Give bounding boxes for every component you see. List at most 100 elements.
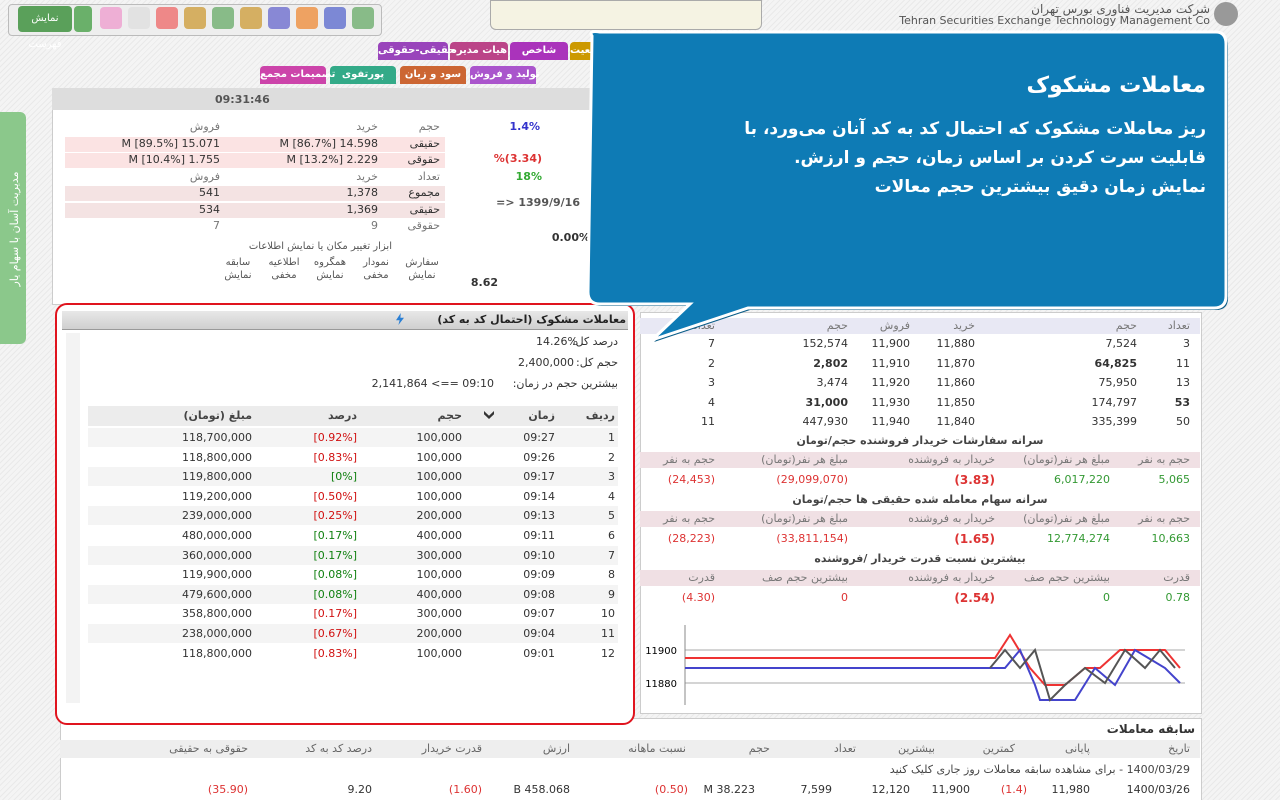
cell: [0%] <box>330 470 357 484</box>
cell: 9 <box>608 587 615 601</box>
show-list-button[interactable]: نمایش فهرست <box>18 6 72 50</box>
book-cell: 3 <box>1183 337 1190 350</box>
price-value: 18% <box>515 170 542 183</box>
section-value: 6,017,220 <box>1054 473 1110 486</box>
cell: 09:01 <box>523 646 555 660</box>
stat-cell: 7 <box>213 219 220 232</box>
cell: [0.83%] <box>313 646 357 660</box>
panel-toolbar <box>52 88 612 110</box>
cell: 1 <box>608 431 615 444</box>
summary-label: بیشترین حجم در زمان: <box>512 377 618 390</box>
tab[interactable] <box>450 42 508 60</box>
book-cell: 3,474 <box>816 376 849 390</box>
cell: 200,000 <box>416 627 463 640</box>
tab[interactable] <box>400 66 466 84</box>
panel-header <box>62 311 628 330</box>
tool-label: سابقه <box>225 257 251 268</box>
bolt-icon <box>396 313 404 325</box>
toolbar-icon[interactable] <box>324 7 346 29</box>
tab[interactable] <box>330 66 396 84</box>
button[interactable] <box>74 6 92 32</box>
cell: 100,000 <box>416 470 463 484</box>
tool-label: نمایش <box>408 270 436 281</box>
book-cell: 11,900 <box>871 337 911 350</box>
book-cell: 11 <box>701 415 715 429</box>
summary-value: 14.26% <box>536 335 578 348</box>
cell: 09:27 <box>523 431 555 444</box>
tab[interactable] <box>470 66 536 84</box>
cell: 7 <box>608 548 615 562</box>
cell: [0.67%] <box>313 627 357 640</box>
section-title: بیشترین نسبت قدرت خریدار /فروشنده <box>814 552 1026 565</box>
cell: [0.92%] <box>313 431 357 444</box>
history-col: بیشترین <box>897 742 935 755</box>
cell: 3 <box>608 470 615 484</box>
stat-cell: 14.598 M [86.7%] <box>279 136 378 150</box>
section-col: حجم به نفر <box>663 512 715 525</box>
history-note: 1400/03/29 - برای مشاهده سابقه معاملات ر… <box>889 763 1190 776</box>
cell: 118,700,000 <box>182 431 252 444</box>
section-value: (1.65) <box>954 532 995 546</box>
side-tab[interactable] <box>0 112 26 344</box>
history-col: درصد کد به کد <box>305 742 372 755</box>
price-value: (3.34)% <box>493 152 542 165</box>
toolbar-icon[interactable] <box>184 7 206 29</box>
cell: 358,800,000 <box>182 607 252 621</box>
toolbar-icon[interactable] <box>128 7 150 29</box>
summary-label: حجم کل: <box>576 356 618 369</box>
section-col: قدرت <box>1163 571 1190 584</box>
tab[interactable] <box>378 42 448 60</box>
history-header <box>60 740 1200 758</box>
summary-value: 2,400,000 <box>518 356 574 369</box>
history-cell: 7,599 <box>800 783 833 796</box>
row-bg <box>88 506 618 526</box>
book-cell: 50 <box>1176 415 1190 429</box>
book-cell: 11,850 <box>936 395 976 409</box>
history-col: پایانی <box>1064 742 1090 755</box>
cell: 100,000 <box>416 568 463 582</box>
callout-line: نمایش زمان دقیق بیشترین حجم معالات <box>874 177 1206 197</box>
section-value: (3.83) <box>954 473 995 487</box>
history-panel <box>60 718 1202 800</box>
stat-cell: 9 <box>371 219 378 232</box>
section-col: خریدار به فروشنده <box>908 453 995 466</box>
toolbar-icon[interactable] <box>240 7 262 29</box>
price-value: 1.4% <box>509 120 540 133</box>
row-bg <box>65 202 445 218</box>
cell: 400,000 <box>416 587 463 601</box>
cell: 119,200,000 <box>182 489 252 503</box>
tab[interactable] <box>260 66 326 84</box>
book-cell: 4 <box>708 395 715 409</box>
price-value: 8.62 <box>470 276 498 289</box>
y-tick-label: 11900 <box>645 646 677 657</box>
book-cell: 2,802 <box>813 356 848 370</box>
section-col: بیشترین حجم صف <box>762 571 848 584</box>
tab[interactable] <box>510 42 568 60</box>
book-col: خرید <box>953 319 975 332</box>
history-col: حقوقی به حقیقی <box>169 742 248 755</box>
book-cell: 152,574 <box>802 337 849 350</box>
company-en: Tehran Securities Exchange Technology Ma… <box>899 14 1210 27</box>
cell: 360,000,000 <box>182 548 252 562</box>
toolbar-icon[interactable] <box>268 7 290 29</box>
history-cell: 9.20 <box>347 783 373 796</box>
scrollbar[interactable] <box>66 333 80 703</box>
cell: 100,000 <box>416 646 463 660</box>
section-col: مبلغ هر نفر(تومان) <box>761 512 848 525</box>
stat-cell: 15.071 M [89.5%] <box>121 136 220 150</box>
row-bg <box>65 153 445 168</box>
toolbar-icon[interactable] <box>352 7 374 29</box>
book-cell: 447,930 <box>802 415 849 429</box>
cell: 119,900,000 <box>182 568 252 582</box>
stat-cell: حجم <box>418 120 440 133</box>
book-cell: 3 <box>708 376 715 390</box>
toolbar-icon[interactable] <box>156 7 178 29</box>
line <box>989 647 1176 702</box>
toolbar-icon[interactable] <box>296 7 318 29</box>
cell: 480,000,000 <box>182 529 252 542</box>
column-header: ردیف <box>585 409 615 422</box>
book-cell: 11 <box>1176 356 1190 370</box>
section-header <box>640 570 1200 586</box>
toolbar-icon[interactable] <box>212 7 234 29</box>
toolbar-icon[interactable] <box>100 7 122 29</box>
